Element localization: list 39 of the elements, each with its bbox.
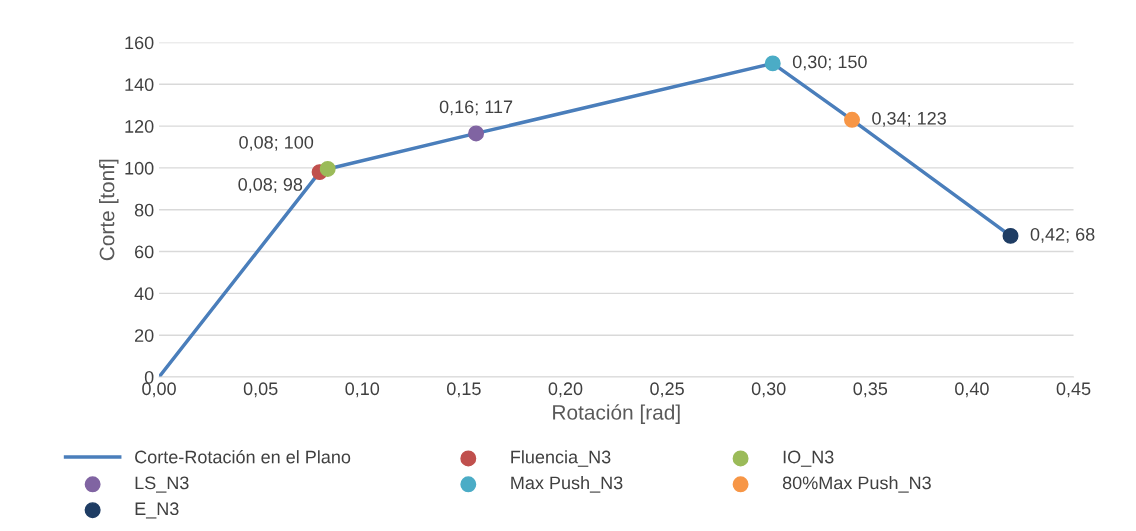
x-axis-title: Rotación [rad]	[553, 404, 680, 424]
y-axis-title: Corte [tonf]	[99, 159, 119, 261]
x-tick-label: 0,35	[853, 382, 888, 398]
point	[764, 55, 781, 72]
y-tick-label: 100	[125, 161, 154, 175]
x-tick-label: 0,15	[447, 382, 481, 398]
legend-label: Corte-Rotación en el Plano	[135, 449, 351, 464]
data-label: 0,08; 98	[238, 178, 303, 193]
point	[319, 160, 336, 177]
data-label: 0,08; 100	[239, 135, 314, 151]
x-tick-label: 0,30	[751, 382, 786, 398]
legend-label: E_N3	[135, 502, 179, 519]
x-tick-label: 0,10	[345, 382, 380, 398]
point	[1002, 227, 1019, 244]
y-tick-label: 20	[135, 329, 154, 342]
y-tick-label: 40	[134, 287, 154, 301]
data-label: 0,30; 150	[792, 55, 867, 71]
y-tick-label: 80	[134, 203, 154, 217]
legend-label: IO_N3	[783, 450, 834, 467]
point	[468, 125, 485, 142]
point	[844, 111, 860, 128]
x-tick-label: 0,45	[1056, 382, 1091, 398]
legend-label: LS_N3	[135, 476, 189, 493]
legend-label: 80%Max Push_N3	[782, 475, 931, 493]
y-tick-label: 60	[135, 245, 154, 259]
y-tick-label: 0	[144, 370, 154, 384]
y-tick-label: 120	[125, 120, 154, 133]
x-tick-label: 0,20	[548, 382, 583, 398]
legend-label: Max Push_N3	[511, 475, 623, 493]
y-tick-label: 140	[125, 78, 154, 92]
x-tick-label: 0,40	[955, 382, 989, 398]
x-tick-label: 0,25	[650, 382, 684, 398]
y-tick-label: 160	[125, 36, 154, 50]
legend-label: Fluencia_N3	[511, 450, 611, 467]
data-label: 0,42; 68	[1030, 227, 1095, 243]
data-label: 0,16; 117	[439, 100, 513, 116]
x-tick-label: 0,00	[142, 382, 176, 398]
x-tick-label: 0,05	[243, 382, 278, 398]
data-label: 0,34; 123	[872, 111, 946, 127]
